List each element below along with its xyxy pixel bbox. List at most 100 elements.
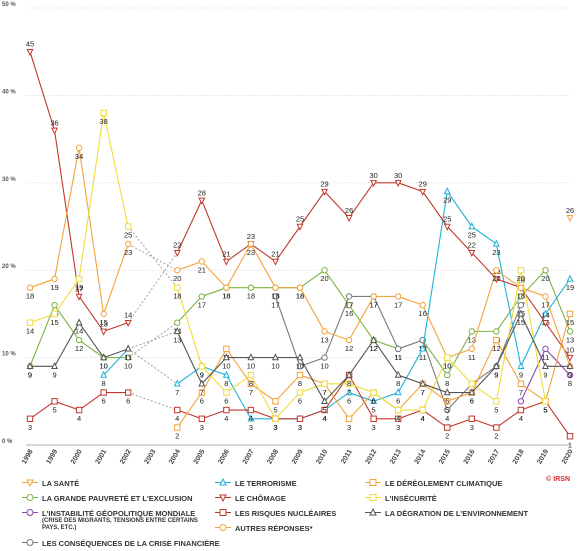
data-label-insecurite: 9 [200, 370, 204, 379]
data-label-autres: 18 [271, 292, 279, 301]
point-chomage [26, 49, 34, 57]
data-label-terrorisme: 23 [492, 248, 500, 257]
point-climat [223, 345, 230, 353]
data-label-sante: 26 [566, 206, 574, 215]
series-segment-environnement [324, 374, 350, 402]
data-label-pauvrete: 16 [345, 309, 353, 318]
data-label-crise: 17 [345, 300, 353, 309]
x-tick-label: 2019 [536, 448, 550, 465]
point-chomage [345, 215, 353, 223]
point-autres [394, 293, 402, 300]
point-nucleaires [321, 406, 328, 414]
data-label-environnement: 6 [470, 397, 474, 406]
series-segment-pauvrete [299, 269, 325, 289]
series-segment-environnement [520, 313, 546, 367]
legend-label-chomage: LE CHÔMAGE [235, 494, 286, 503]
point-autres [296, 284, 304, 291]
point-autres [272, 284, 279, 291]
data-label-insecurite: 3 [273, 423, 277, 432]
series-segment-nucleaires [201, 409, 227, 420]
data-label-chomage: 21 [271, 249, 279, 258]
point-terrorisme [100, 370, 108, 378]
point-nucleaires [26, 415, 34, 422]
point-climat [493, 336, 500, 344]
series-segment-nucleaires [78, 392, 104, 411]
point-insecurite [198, 363, 206, 370]
point-chomage [370, 180, 378, 188]
point-environnement [492, 362, 500, 370]
series-segment-autres [397, 295, 423, 306]
point-autres [321, 328, 328, 335]
series-segment-crise [373, 296, 399, 350]
point-insecurite [75, 275, 83, 283]
x-tick-label: 2009 [291, 448, 305, 465]
series-segment-pauvrete [544, 269, 571, 332]
series-segment-nucleaires [177, 409, 203, 420]
series-segment-chomage [422, 191, 448, 227]
data-label-chomage: 36 [50, 118, 58, 127]
point-pauvrete [321, 267, 328, 274]
series-segment-insecurite [176, 287, 203, 367]
x-tick-label: 2017 [487, 448, 501, 465]
series-insecurite: 14151938251896836776441075205 [26, 109, 549, 432]
data-label-terrorisme: 8 [102, 379, 106, 388]
series-segment-insecurite [250, 374, 276, 420]
series-segment-autres [177, 260, 203, 271]
point-chomage [541, 319, 549, 327]
data-label-insecurite: 4 [421, 414, 425, 423]
series-segment-insecurite [54, 278, 80, 315]
data-label-autres: 11 [468, 353, 476, 362]
legend-label-insecurite: L'INSÉCURITÉ [385, 494, 437, 503]
series-segment-insecurite [275, 392, 301, 420]
series-segment-environnement [201, 357, 227, 385]
data-label-nucleaires: 4 [224, 414, 228, 423]
legend-label-terrorisme: LE TERRORISME [235, 479, 297, 488]
data-label-autres: 19 [50, 283, 58, 292]
series-segment-climat [447, 392, 473, 402]
point-climat [198, 389, 206, 396]
legend-label-environnement: LA DÉGRATION DE L'ENVIRONNEMENT [385, 509, 529, 518]
data-label-pauvrete: 8 [445, 379, 449, 388]
series-segment-insecurite [495, 270, 522, 402]
series-segment-nucleaires [324, 374, 350, 411]
series-segment-autres [250, 243, 276, 288]
series-segment-environnement [103, 348, 129, 359]
point-environnement [419, 379, 427, 387]
point-autres [468, 345, 476, 353]
point-environnement [75, 318, 83, 326]
data-label-nucleaires: 4 [249, 414, 253, 423]
point-environnement [296, 353, 304, 361]
point-autres [345, 336, 353, 344]
series-segment-chomage [471, 252, 497, 280]
x-tick-label: 2010 [315, 448, 329, 465]
point-chomage [271, 258, 279, 266]
series-segment-crise [324, 296, 350, 358]
data-label-pauvrete: 18 [247, 292, 255, 301]
data-label-terrorisme: 3 [298, 423, 302, 432]
series-segment-crise [471, 365, 497, 385]
series-segment-chomage [78, 296, 105, 332]
point-insecurite [394, 406, 402, 414]
series-segment-pauvrete [422, 339, 448, 376]
point-chomage [394, 180, 402, 188]
point-instabilite [517, 398, 525, 405]
data-label-environnement: 10 [99, 362, 107, 371]
data-label-insecurite: 15 [50, 318, 58, 327]
x-tick-label: 2016 [463, 448, 477, 465]
data-label-nucleaires: 6 [102, 397, 106, 406]
data-label-terrorisme: 7 [175, 388, 179, 397]
point-environnement [198, 379, 206, 387]
point-insecurite [124, 223, 132, 230]
series-segment-climat [422, 383, 448, 402]
x-tick-label: 2001 [95, 448, 109, 465]
data-label-insecurite: 6 [298, 397, 302, 406]
series-segment-insecurite [446, 357, 473, 385]
point-terrorisme [468, 222, 476, 230]
data-label-chomage: 18 [517, 276, 525, 285]
point-pauvrete [198, 293, 206, 300]
point-pauvrete [566, 328, 574, 335]
data-label-nucleaires: 3 [273, 423, 277, 432]
legend-label-crise: LES CONSÉQUENCES DE LA CRISE FINANCIÈRE [42, 539, 220, 548]
series-segment-terrorisme [471, 226, 497, 245]
point-chomage [443, 223, 451, 231]
